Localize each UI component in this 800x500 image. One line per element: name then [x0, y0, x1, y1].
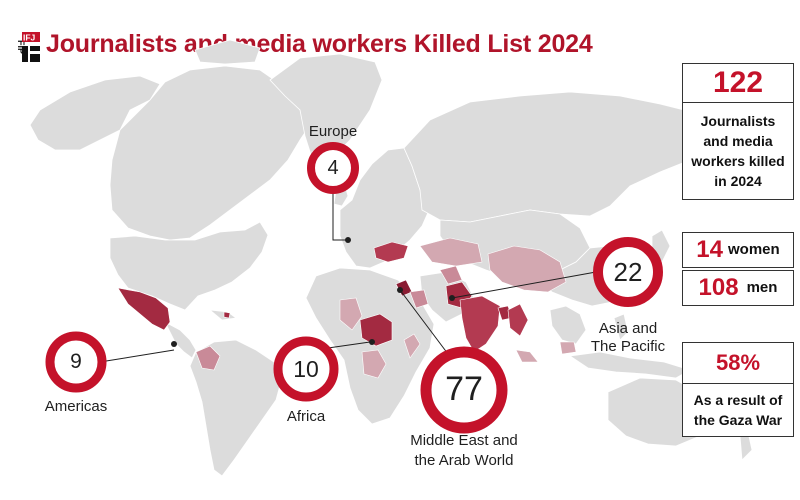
land-canada [109, 65, 319, 241]
circle-americas [45, 331, 107, 393]
country-sudan [359, 313, 393, 347]
land-philippines [613, 313, 629, 341]
men-label: men [746, 279, 778, 296]
gaza-label-line: As a result of [693, 392, 783, 408]
circle-africa [273, 336, 339, 402]
country-myanmar [507, 303, 529, 337]
land-greenland [269, 53, 383, 161]
total-label-line: and media [703, 133, 773, 149]
total-box: 122 [682, 63, 794, 103]
land-arctic-islands [194, 39, 261, 65]
country-philippines-hl [559, 341, 577, 355]
total-label-line: workers killed [691, 153, 785, 169]
women-count: 14 [696, 236, 723, 263]
connector-asia [451, 271, 597, 299]
country-afghanistan [439, 265, 463, 285]
gaza-label-box: As a result of the Gaza War [682, 383, 794, 437]
women-box: 14 women [682, 232, 794, 268]
asia-count: 22 [613, 257, 643, 287]
connector-middle-east [399, 289, 455, 363]
country-kazakhstan [419, 237, 483, 267]
country-ukraine [373, 241, 409, 263]
land-usa [109, 221, 269, 311]
connector-europe [332, 190, 348, 241]
circle-europe [307, 142, 359, 194]
country-haiti [223, 311, 231, 319]
europe-count: 4 [327, 157, 339, 179]
land-europe [339, 147, 431, 269]
dot-asia [449, 295, 455, 301]
country-colombia [195, 345, 221, 371]
dot-americas [171, 341, 177, 347]
land-se-asia [549, 305, 587, 345]
total-label-box: Journalists and media workers killed in … [682, 102, 794, 200]
page-title: Journalists and media workers Killed Lis… [46, 30, 593, 58]
ifj-logo: FIP IFJ [4, 28, 40, 64]
country-somalia [403, 333, 421, 359]
gaza-percent: 58% [715, 350, 761, 375]
europe-label: Europe [308, 123, 358, 140]
asia-label-1: Asia and [598, 320, 658, 337]
land-caribbean [208, 309, 238, 321]
gaza-label-line: the Gaza War [693, 412, 783, 428]
men-box: 108 men [682, 270, 794, 306]
middle-east-count: 77 [445, 370, 483, 408]
total-label-line: in 2024 [714, 173, 762, 189]
men-count: 108 [698, 274, 739, 301]
land-south-america [189, 339, 283, 477]
dot-europe [345, 237, 351, 243]
dot-africa [369, 339, 375, 345]
connector-americas [99, 349, 175, 363]
land-africa [305, 267, 435, 425]
americas-label: Americas [44, 398, 108, 415]
middle-east-label-1: Middle East and [410, 432, 518, 449]
gaza-percent-box: 58% [682, 342, 794, 384]
women-label: women [728, 241, 780, 258]
asia-label-2: The Pacific [590, 338, 666, 355]
circle-asia [593, 237, 663, 307]
circle-middle-east [420, 346, 508, 434]
dot-middle-east [397, 287, 403, 293]
africa-count: 10 [293, 356, 319, 382]
svg-text:FIP: FIP [16, 40, 26, 54]
total-count: 122 [712, 66, 764, 99]
africa-label: Africa [286, 408, 326, 425]
total-label-line: Journalists [700, 113, 776, 129]
country-iraq [409, 289, 429, 309]
middle-east-label-2: the Arab World [414, 452, 514, 469]
country-mexico [117, 287, 171, 331]
country-chad [339, 297, 363, 331]
svg-text:IFJ: IFJ [23, 33, 36, 43]
country-indonesia-hl [515, 349, 539, 363]
land-alaska [29, 75, 161, 151]
land-central-america [164, 321, 197, 359]
country-india [459, 295, 501, 353]
americas-count: 9 [70, 350, 82, 373]
country-drc [361, 349, 387, 379]
